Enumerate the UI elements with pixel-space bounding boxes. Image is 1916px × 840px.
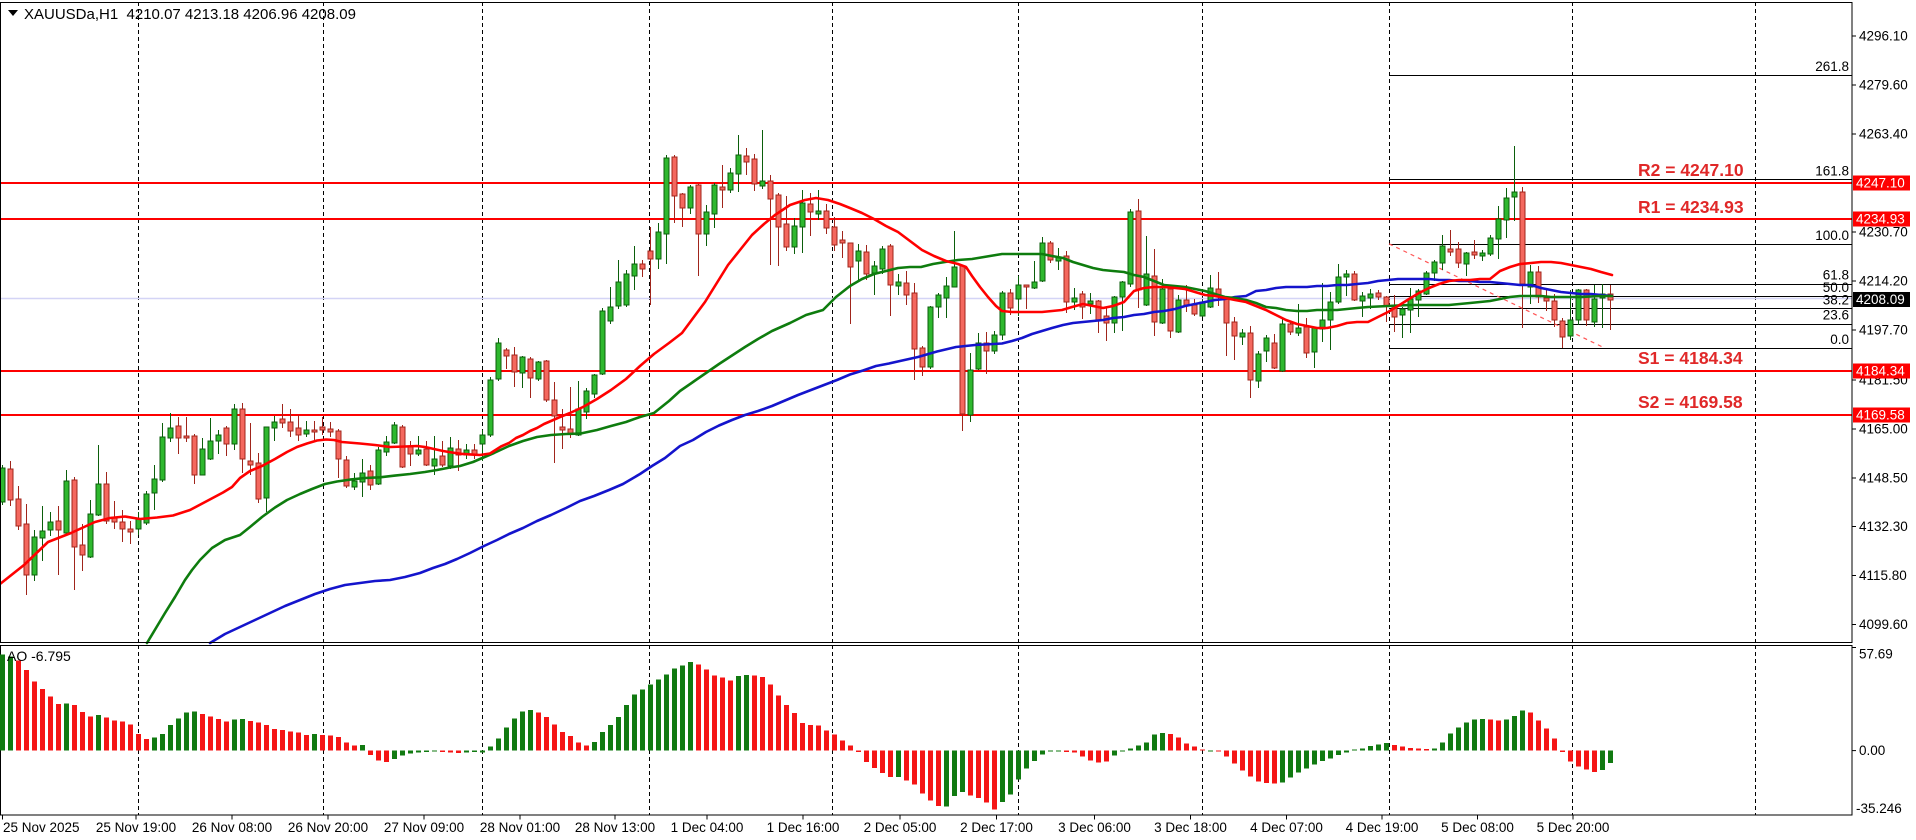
svg-text:4148.50: 4148.50: [1859, 471, 1908, 486]
svg-text:26 Nov 08:00: 26 Nov 08:00: [192, 820, 272, 835]
svg-text:S1 = 4184.34: S1 = 4184.34: [1638, 348, 1743, 368]
svg-text:2 Dec 05:00: 2 Dec 05:00: [864, 820, 937, 835]
svg-text:2 Dec 17:00: 2 Dec 17:00: [960, 820, 1033, 835]
svg-text:261.8: 261.8: [1815, 59, 1849, 74]
svg-text:161.8: 161.8: [1815, 163, 1849, 178]
svg-text:4230.70: 4230.70: [1859, 225, 1908, 240]
svg-text:28 Nov 01:00: 28 Nov 01:00: [480, 820, 560, 835]
svg-text:R1 = 4234.93: R1 = 4234.93: [1638, 197, 1744, 217]
svg-text:4296.10: 4296.10: [1859, 29, 1908, 44]
svg-text:4197.70: 4197.70: [1859, 323, 1908, 338]
svg-text:4 Dec 19:00: 4 Dec 19:00: [1346, 820, 1419, 835]
svg-text:27 Nov 09:00: 27 Nov 09:00: [384, 820, 464, 835]
svg-text:1 Dec 04:00: 1 Dec 04:00: [671, 820, 744, 835]
svg-text:57.69: 57.69: [1859, 647, 1893, 662]
svg-text:38.2: 38.2: [1823, 292, 1849, 307]
svg-text:4099.60: 4099.60: [1859, 617, 1908, 632]
svg-text:0.00: 0.00: [1859, 743, 1885, 758]
svg-text:4263.40: 4263.40: [1859, 127, 1908, 142]
svg-text:4214.20: 4214.20: [1859, 274, 1908, 289]
svg-text:28 Nov 13:00: 28 Nov 13:00: [575, 820, 655, 835]
svg-text:AO -6.795: AO -6.795: [7, 648, 71, 664]
svg-text:S2 = 4169.58: S2 = 4169.58: [1638, 392, 1743, 412]
svg-text:100.0: 100.0: [1815, 228, 1849, 243]
svg-text:1 Dec 16:00: 1 Dec 16:00: [767, 820, 840, 835]
svg-text:50.0: 50.0: [1823, 280, 1849, 295]
svg-text:23.6: 23.6: [1823, 308, 1849, 323]
svg-text:3 Dec 06:00: 3 Dec 06:00: [1058, 820, 1131, 835]
svg-text:4184.34: 4184.34: [1856, 364, 1905, 379]
svg-text:4234.93: 4234.93: [1856, 212, 1905, 227]
svg-text:4247.10: 4247.10: [1856, 176, 1905, 191]
svg-text:XAUUSDa,H1 4210.07 4213.18 42: XAUUSDa,H1 4210.07 4213.18 4206.96 4208.…: [24, 6, 356, 23]
svg-text:4115.80: 4115.80: [1859, 568, 1907, 583]
svg-text:4 Dec 07:00: 4 Dec 07:00: [1250, 820, 1323, 835]
svg-text:R2 = 4247.10: R2 = 4247.10: [1638, 160, 1744, 180]
svg-text:4169.58: 4169.58: [1856, 408, 1905, 423]
svg-text:4165.00: 4165.00: [1859, 422, 1908, 437]
svg-text:5 Dec 08:00: 5 Dec 08:00: [1441, 820, 1514, 835]
svg-text:25 Nov 2025: 25 Nov 2025: [3, 820, 80, 835]
svg-text:-35.246: -35.246: [1856, 801, 1902, 816]
svg-text:4208.09: 4208.09: [1856, 292, 1905, 307]
svg-text:4279.60: 4279.60: [1859, 78, 1908, 93]
svg-text:0.0: 0.0: [1830, 332, 1849, 347]
svg-text:26 Nov 20:00: 26 Nov 20:00: [288, 820, 368, 835]
svg-text:4132.30: 4132.30: [1859, 519, 1908, 534]
svg-text:3 Dec 18:00: 3 Dec 18:00: [1154, 820, 1227, 835]
svg-text:61.8: 61.8: [1823, 268, 1849, 283]
svg-text:25 Nov 19:00: 25 Nov 19:00: [96, 820, 176, 835]
svg-text:5 Dec 20:00: 5 Dec 20:00: [1537, 820, 1610, 835]
